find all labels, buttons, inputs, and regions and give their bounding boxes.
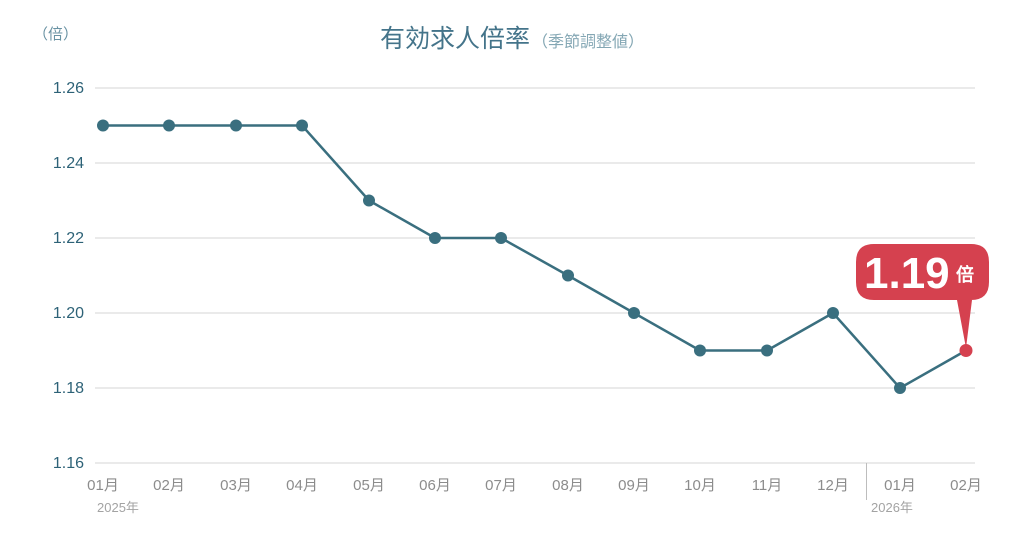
svg-text:2026年: 2026年 [871,500,913,515]
svg-text:11月: 11月 [752,477,783,494]
svg-text:2025年: 2025年 [97,500,139,515]
svg-text:10月: 10月 [684,477,716,494]
svg-text:02月: 02月 [153,477,185,494]
svg-text:07月: 07月 [485,477,517,494]
svg-text:04月: 04月 [286,477,318,494]
svg-text:12月: 12月 [817,477,849,494]
svg-text:1.18: 1.18 [53,380,84,397]
svg-text:1.16: 1.16 [53,455,84,472]
svg-text:05月: 05月 [353,477,385,494]
svg-text:1.19: 1.19 [864,249,950,298]
svg-text:06月: 06月 [419,477,451,494]
svg-text:03月: 03月 [220,477,252,494]
svg-text:01月: 01月 [884,477,916,494]
svg-text:1.26: 1.26 [53,80,84,97]
svg-text:09月: 09月 [618,477,650,494]
svg-text:1.22: 1.22 [53,230,84,247]
svg-text:1.20: 1.20 [53,305,84,322]
svg-text:02月: 02月 [950,477,982,494]
svg-text:08月: 08月 [552,477,584,494]
svg-text:1.24: 1.24 [53,155,84,172]
svg-text:01月: 01月 [87,477,119,494]
svg-text:倍: 倍 [956,264,974,285]
